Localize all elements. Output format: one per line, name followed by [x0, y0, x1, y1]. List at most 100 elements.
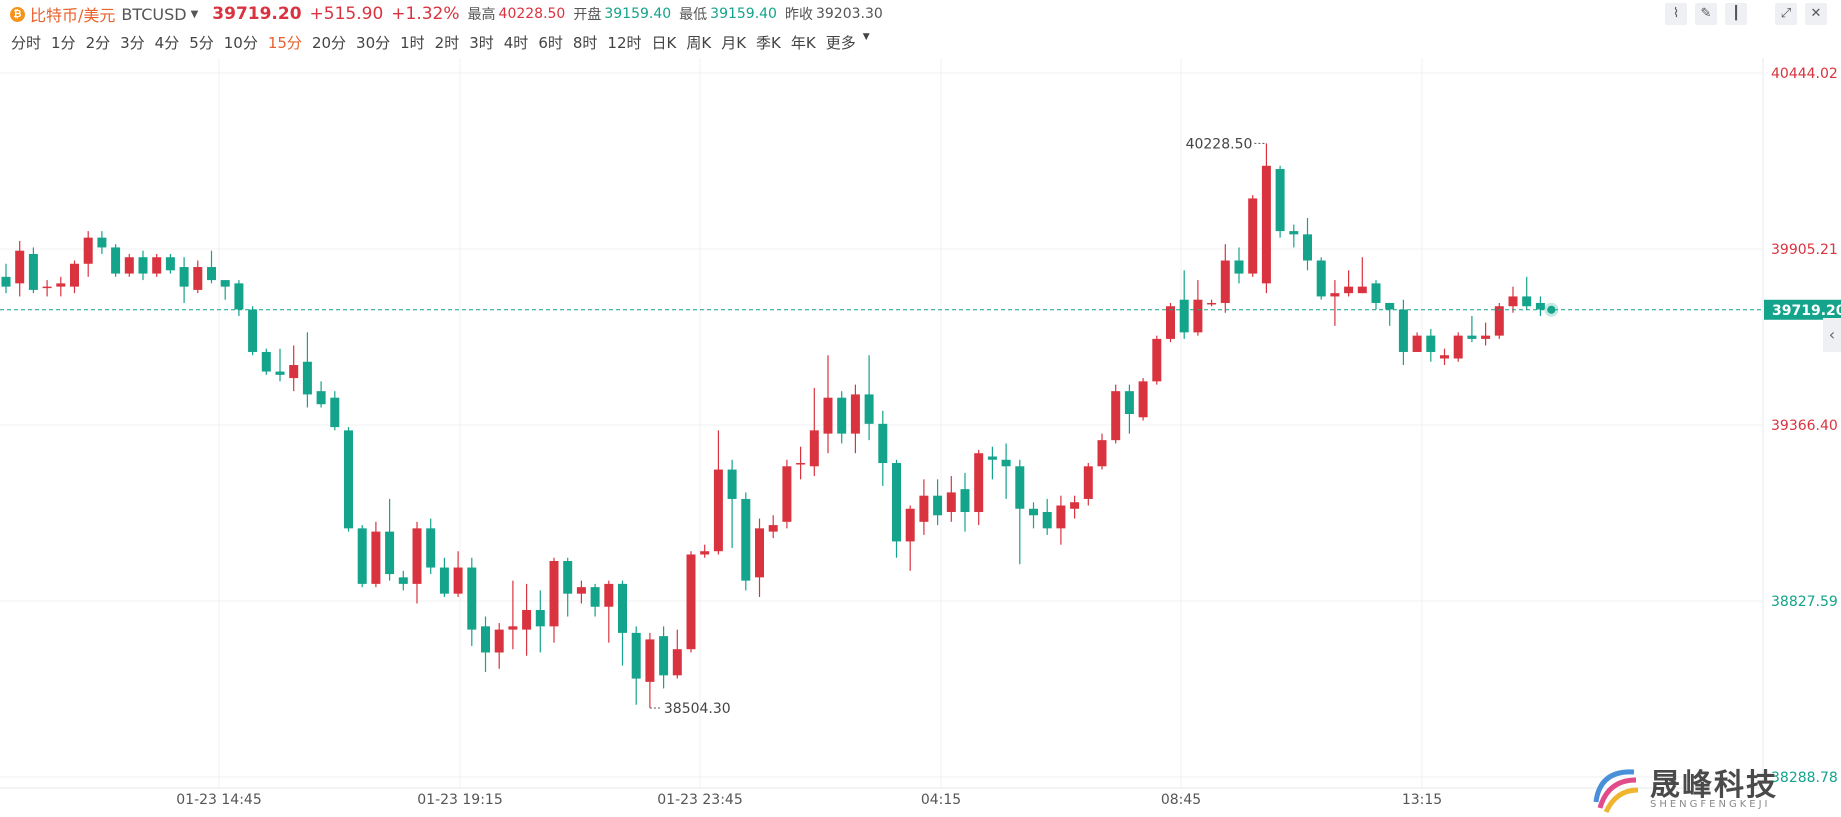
last-price: 39719.20 [212, 4, 302, 24]
period-option[interactable]: 15分 [267, 34, 302, 52]
period-option[interactable]: 10分 [223, 34, 258, 52]
candle-body [1371, 283, 1381, 303]
period-option[interactable]: 周K [686, 34, 712, 52]
instrument-symbol[interactable]: BTCUSD [121, 4, 187, 24]
period-option[interactable]: 3分 [120, 34, 145, 52]
candle-body [124, 257, 134, 274]
period-option[interactable]: 2分 [85, 34, 111, 52]
candle-body [234, 283, 244, 310]
candle-body [1042, 512, 1052, 529]
period-option[interactable]: 月K [721, 34, 747, 52]
candle-body [344, 430, 353, 529]
candle-body [1357, 286, 1367, 294]
candle-body [768, 525, 778, 532]
logo-name: 晟峰科技 [1650, 768, 1778, 803]
chevron-down-icon[interactable]: ▼ [862, 32, 870, 42]
price-change: +515.90 [309, 4, 384, 24]
candle-body [1398, 309, 1408, 352]
candle-body [330, 397, 340, 428]
y-tick-label: 38288.78 [1771, 770, 1838, 786]
candle-body [42, 286, 52, 289]
period-option[interactable]: 分时 [11, 34, 42, 52]
x-tick-label: 04:15 [921, 792, 961, 808]
chart-svg[interactable]: 40444.02 39905.21 39366.40 38827.59 38288.78… [0, 58, 1841, 813]
x-tick-label: 13:15 [1402, 792, 1442, 808]
y-tick-label: 40444.02 [1771, 66, 1838, 82]
candle-body [453, 567, 463, 594]
chevron-left-icon[interactable]: ‹ [1823, 318, 1841, 352]
candle-body [946, 492, 956, 513]
candle-body [563, 561, 573, 594]
x-tick-label: 01-23 23:45 [657, 792, 742, 808]
candle-body [357, 528, 367, 584]
last-price-tag [1764, 299, 1841, 320]
period-option[interactable]: 1时 [400, 34, 425, 52]
candle-body [111, 247, 121, 274]
prev-close-label: 昨收 [784, 7, 813, 23]
candle-body [1124, 391, 1134, 415]
period-option[interactable]: 1分 [51, 34, 76, 52]
candle-body [522, 610, 532, 630]
candle-body [1330, 293, 1340, 297]
period-option[interactable]: 更多 [825, 34, 856, 52]
chevron-down-icon[interactable]: ▼ [190, 8, 199, 20]
bitcoin-icon: ₿ [10, 6, 25, 22]
period-option[interactable]: 30分 [356, 34, 391, 52]
instrument-name[interactable]: 比特币/美元 [30, 6, 116, 25]
last-price-tag-label: 39719.20 [1772, 303, 1841, 319]
period-option[interactable]: 年K [790, 34, 816, 52]
candle-body [659, 636, 669, 676]
fullscreen-icon[interactable]: ⤢ [1775, 3, 1797, 25]
candle-body [755, 528, 764, 578]
period-option[interactable]: 4分 [154, 34, 180, 52]
candle-body [796, 463, 806, 465]
candle-body [1097, 440, 1107, 467]
candle-body [1289, 231, 1299, 235]
period-option[interactable]: 20分 [311, 34, 347, 52]
period-option[interactable]: 季K [756, 34, 781, 52]
high-value: 40228.50 [498, 6, 566, 22]
candle-body [385, 531, 395, 575]
candle-body [1261, 165, 1271, 284]
period-option[interactable]: 4时 [503, 34, 529, 52]
y-tick-label: 38827.59 [1771, 594, 1838, 610]
period-option[interactable]: 12时 [607, 34, 642, 52]
candle-body [727, 469, 737, 499]
period-option[interactable]: 6时 [538, 34, 563, 52]
candle-body [398, 577, 408, 584]
candle-body [1535, 302, 1545, 310]
candle-body [919, 495, 929, 522]
candle-body [83, 237, 93, 264]
candle-body [165, 257, 175, 271]
candle-body [207, 267, 216, 281]
candle-chart-icon[interactable]: ┃ [1725, 3, 1747, 25]
line-chart-icon[interactable]: ⌇ [1665, 3, 1687, 25]
candle-body [864, 394, 874, 424]
candle-body [1440, 355, 1449, 359]
candlestick-chart[interactable]: 40444.02 39905.21 39366.40 38827.59 38288.78… [0, 58, 1841, 817]
period-option[interactable]: 日K [651, 34, 677, 52]
draw-pen-icon[interactable]: ✎ [1695, 3, 1717, 25]
candle-body [1015, 466, 1025, 509]
candle-body [576, 587, 586, 594]
period-option[interactable]: 2时 [434, 34, 460, 52]
candle-body [138, 257, 148, 274]
candle-body [1193, 299, 1203, 333]
period-option[interactable]: 5分 [189, 34, 214, 52]
last-price-dot [1547, 305, 1556, 314]
candle-body [1083, 466, 1093, 499]
candle-body [1070, 502, 1080, 509]
prev-close-value: 39203.30 [815, 6, 883, 22]
candle-body [1508, 296, 1518, 307]
period-option[interactable]: 3时 [469, 34, 494, 52]
candle-body [261, 351, 271, 372]
close-icon[interactable]: ✕ [1805, 3, 1827, 25]
candle-body [590, 587, 600, 607]
quote-summary: ₿ 比特币/美元 BTCUSD ▼ 39719.20 +515.90 +1.32… [10, 2, 883, 26]
period-option[interactable]: 8时 [572, 34, 598, 52]
candle-body [1001, 459, 1011, 467]
x-tick-label: 01-23 19:15 [417, 792, 502, 808]
low-label: 最低 [679, 7, 708, 23]
candle-body [1316, 260, 1326, 297]
candle-body [467, 567, 477, 630]
